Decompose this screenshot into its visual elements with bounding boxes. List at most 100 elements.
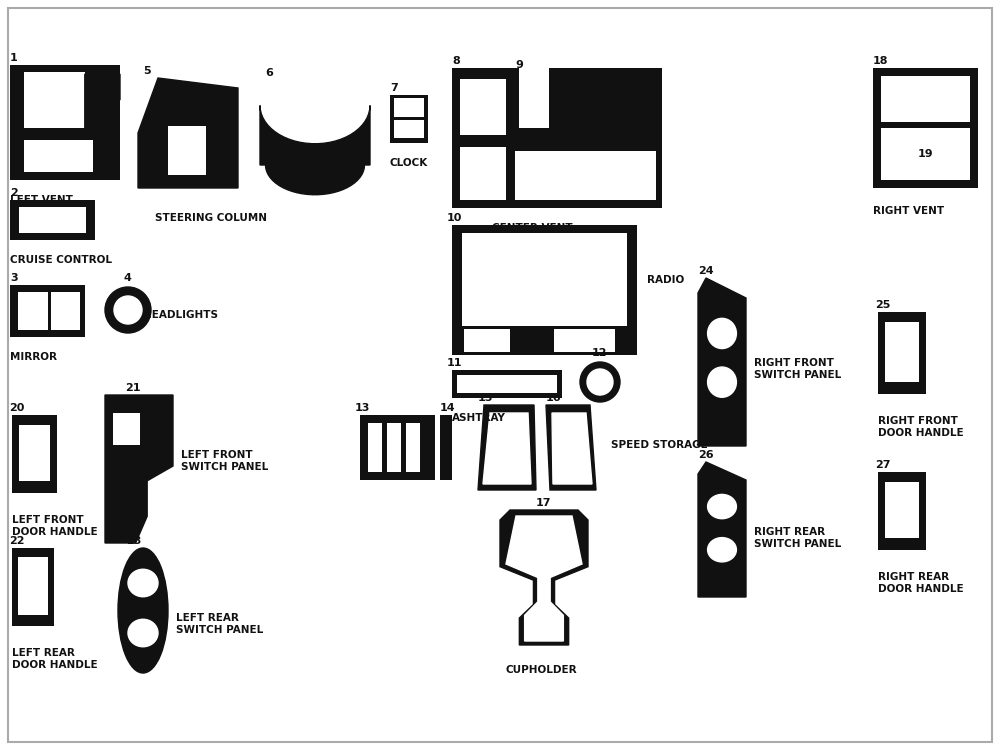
Bar (24, 72, 84, 132)
Bar (113, 413, 140, 445)
Bar (10, 285, 85, 337)
Polygon shape (698, 278, 746, 446)
Text: HEADLIGHTS: HEADLIGHTS (143, 310, 218, 320)
Text: LEFT REAR
SWITCH PANEL: LEFT REAR SWITCH PANEL (176, 613, 263, 634)
Text: SPEED STORAGE: SPEED STORAGE (611, 440, 708, 450)
Bar (554, 328, 615, 352)
Text: 2: 2 (10, 188, 18, 198)
Bar (24, 140, 93, 172)
Polygon shape (260, 106, 370, 195)
Polygon shape (500, 510, 588, 645)
Ellipse shape (708, 367, 736, 398)
Text: CUPHOLDER: CUPHOLDER (505, 665, 577, 675)
Text: RIGHT FRONT
DOOR HANDLE: RIGHT FRONT DOOR HANDLE (878, 416, 964, 437)
Polygon shape (138, 78, 238, 188)
Bar (519, 62, 549, 128)
Bar (394, 98, 424, 116)
Bar (168, 127, 206, 175)
Text: 21: 21 (125, 383, 140, 393)
Bar (452, 225, 637, 355)
Text: LEFT REAR
DOOR HANDLE: LEFT REAR DOOR HANDLE (12, 648, 98, 670)
Text: RIGHT REAR
DOOR HANDLE: RIGHT REAR DOOR HANDLE (878, 572, 964, 593)
Ellipse shape (708, 538, 736, 562)
Bar (881, 76, 970, 122)
Bar (360, 415, 435, 480)
Text: 6: 6 (265, 68, 273, 78)
Text: RIGHT FRONT
SWITCH PANEL: RIGHT FRONT SWITCH PANEL (754, 358, 841, 380)
Text: RIGHT VENT: RIGHT VENT (873, 206, 944, 216)
Text: 26: 26 (698, 450, 714, 460)
Text: 15: 15 (478, 393, 493, 403)
Bar (12, 548, 54, 626)
Ellipse shape (128, 569, 158, 597)
Text: RIGHT REAR
SWITCH PANEL: RIGHT REAR SWITCH PANEL (754, 527, 841, 548)
Polygon shape (546, 405, 596, 490)
Bar (885, 322, 919, 382)
Bar (885, 482, 919, 538)
Bar (390, 95, 428, 143)
Bar (460, 147, 506, 200)
Text: 4: 4 (123, 273, 131, 283)
Bar (878, 312, 926, 394)
Bar (462, 232, 627, 326)
Polygon shape (698, 462, 746, 597)
Bar (10, 200, 95, 240)
Polygon shape (478, 405, 536, 490)
Bar (394, 120, 424, 138)
Text: LEFT VENT: LEFT VENT (10, 195, 73, 205)
Ellipse shape (708, 318, 736, 349)
Circle shape (114, 296, 142, 324)
Bar (12, 415, 57, 493)
Text: 25: 25 (875, 300, 890, 310)
Text: 16: 16 (546, 393, 562, 403)
Bar (464, 328, 510, 352)
Polygon shape (506, 516, 582, 641)
Bar (457, 375, 557, 393)
Circle shape (105, 287, 151, 333)
Text: 11: 11 (447, 358, 462, 368)
Text: CENTER VENT: CENTER VENT (492, 223, 573, 233)
Text: CRUISE CONTROL: CRUISE CONTROL (10, 255, 112, 265)
Text: 3: 3 (10, 273, 18, 283)
Bar (20, 128, 99, 136)
Bar (440, 415, 452, 480)
Text: 13: 13 (355, 403, 370, 413)
Bar (878, 472, 926, 550)
Bar (452, 68, 662, 208)
Polygon shape (552, 413, 592, 484)
Text: 10: 10 (447, 213, 462, 223)
Text: MIRROR: MIRROR (10, 352, 57, 362)
Text: 9: 9 (515, 60, 523, 70)
Ellipse shape (118, 548, 168, 673)
Circle shape (580, 362, 620, 402)
Text: CLOCK: CLOCK (390, 158, 428, 168)
Bar (460, 80, 506, 135)
Ellipse shape (128, 620, 158, 646)
Text: 22: 22 (9, 536, 24, 546)
Bar (881, 128, 970, 180)
Text: 14: 14 (440, 403, 456, 413)
Text: 17: 17 (535, 498, 551, 508)
Text: STEERING COLUMN: STEERING COLUMN (155, 213, 267, 223)
Bar (19, 207, 86, 233)
Text: 23: 23 (126, 536, 141, 546)
Text: 20: 20 (9, 403, 24, 413)
Text: 24: 24 (698, 266, 714, 276)
Polygon shape (105, 395, 173, 543)
Bar (873, 68, 978, 188)
Text: LEFT FRONT
SWITCH PANEL: LEFT FRONT SWITCH PANEL (181, 450, 268, 472)
Bar (368, 423, 382, 472)
Text: 5: 5 (143, 66, 151, 76)
Bar (10, 65, 120, 180)
Ellipse shape (708, 494, 736, 519)
Bar (19, 425, 50, 481)
Text: LEFT FRONT
DOOR HANDLE: LEFT FRONT DOOR HANDLE (12, 515, 98, 536)
Text: 19: 19 (918, 149, 933, 160)
Text: 27: 27 (875, 460, 891, 470)
Circle shape (587, 369, 613, 395)
Text: 1: 1 (10, 53, 18, 63)
Bar (515, 151, 656, 200)
Text: 8: 8 (452, 56, 460, 66)
Bar (452, 370, 562, 398)
Bar (51, 292, 80, 330)
